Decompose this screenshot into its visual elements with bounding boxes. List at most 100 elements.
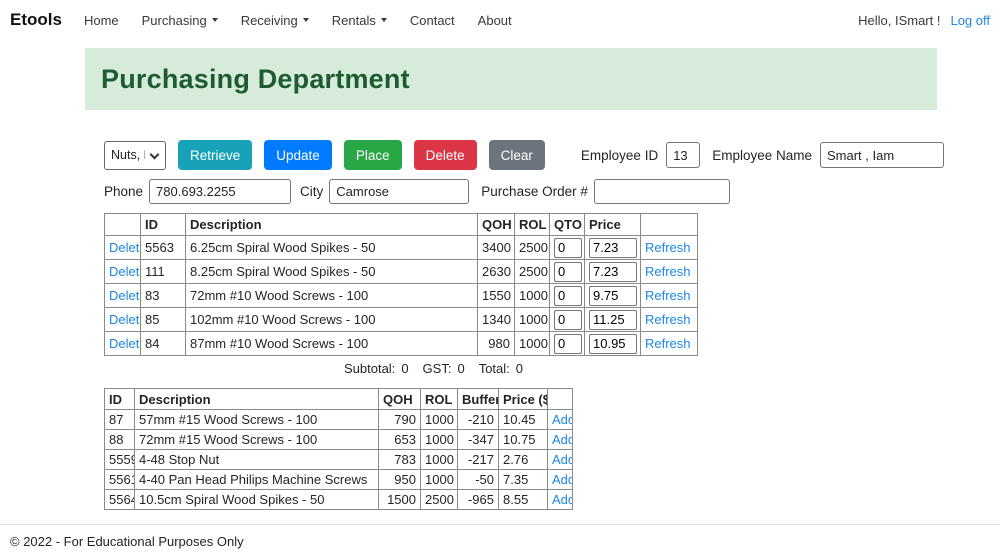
catalog-header-add — [547, 388, 573, 410]
cell-description: 4-40 Pan Head Philips Machine Screws — [134, 469, 379, 490]
row-add-link[interactable]: Add — [552, 492, 572, 507]
cell-id: 5563 — [140, 235, 186, 260]
nav-item-home[interactable]: Home — [84, 13, 119, 28]
catalog-header-price: Price ($) — [498, 388, 548, 410]
retrieve-button[interactable]: Retrieve — [178, 140, 253, 170]
row-refresh-link[interactable]: Refresh — [645, 264, 691, 279]
row-add-link[interactable]: Add — [552, 472, 572, 487]
cell-rol: 1000 — [420, 429, 458, 450]
cell-buffer: -210 — [457, 409, 499, 430]
cell-price: 10.45 — [498, 409, 548, 430]
city-field[interactable] — [329, 179, 470, 204]
delete-button[interactable]: Delete — [413, 140, 477, 170]
cell-description: 102mm #10 Wood Screws - 100 — [185, 307, 478, 332]
navbar: Etools Home Purchasing Receiving Rentals… — [0, 0, 1000, 40]
cell-description: 8.25cm Spiral Wood Spikes - 50 — [185, 259, 478, 284]
cell-rol: 1000 — [420, 469, 458, 490]
order-header-price: Price — [584, 213, 641, 236]
cell-rol: 1000 — [420, 409, 458, 430]
row-delete-link[interactable]: Delete — [109, 240, 140, 255]
cell-id: 5559 — [104, 449, 135, 470]
order-summary: Subtotal: 0 GST: 0 Total: 0 — [104, 361, 697, 376]
nav-item-contact[interactable]: Contact — [410, 13, 455, 28]
phone-label: Phone — [104, 184, 144, 199]
update-button[interactable]: Update — [264, 140, 332, 170]
gst-value: 0 — [457, 361, 465, 376]
row-add-link[interactable]: Add — [552, 432, 572, 447]
catalog-table: ID Description QOH ROL Buffer Price ($) … — [104, 388, 573, 510]
clear-button[interactable]: Clear — [488, 140, 545, 170]
price-field[interactable] — [589, 285, 637, 306]
row-delete-link[interactable]: Delete — [109, 336, 140, 351]
qto-field[interactable] — [554, 237, 582, 258]
order-header-description: Description — [185, 213, 478, 236]
cell-qoh: 790 — [378, 409, 421, 430]
nav-item-about[interactable]: About — [478, 13, 512, 28]
row-refresh-link[interactable]: Refresh — [645, 240, 691, 255]
row-refresh-link[interactable]: Refresh — [645, 312, 691, 327]
nav-item-label: Home — [83, 12, 119, 28]
nav-item-rentals[interactable]: Rentals — [332, 13, 387, 28]
brand-logo[interactable]: Etools — [10, 10, 62, 29]
cell-description: 4-48 Stop Nut — [134, 449, 379, 470]
order-header-id: ID — [140, 213, 186, 236]
order-header-action — [104, 213, 141, 236]
row-delete-link[interactable]: Delete — [109, 312, 140, 327]
catalog-header-rol: ROL — [420, 388, 458, 410]
row-delete-link[interactable]: Delete — [109, 288, 140, 303]
purchase-order-field[interactable] — [593, 179, 730, 204]
row-refresh-link[interactable]: Refresh — [645, 288, 691, 303]
qto-field[interactable] — [554, 333, 582, 354]
cell-buffer: -217 — [457, 449, 499, 470]
footer-text: © 2022 - For Educational Purposes Only — [10, 534, 244, 549]
cell-id: 83 — [140, 283, 186, 308]
nav-item-label: Receiving — [240, 12, 298, 28]
chevron-down-icon — [211, 18, 218, 22]
cell-description: 57mm #15 Wood Screws - 100 — [134, 409, 379, 430]
cell-price: 7.35 — [498, 469, 548, 490]
nav-item-label: About — [477, 12, 512, 28]
cell-price: 8.55 — [498, 489, 548, 510]
nav-item-purchasing[interactable]: Purchasing — [142, 13, 218, 28]
row-refresh-link[interactable]: Refresh — [645, 336, 691, 351]
row-add-link[interactable]: Add — [552, 412, 572, 427]
qto-field[interactable] — [554, 261, 582, 282]
category-select-wrap: Nuts, Bolts and Fastseners — [104, 140, 166, 170]
page-footer: © 2022 - For Educational Purposes Only — [0, 524, 1000, 556]
gst-label: GST: — [422, 361, 452, 376]
row-add-link[interactable]: Add — [552, 452, 572, 467]
controls-row-2: Phone City Purchase Order # — [104, 179, 944, 204]
employee-id-label: Employee ID — [580, 147, 659, 163]
cell-qoh: 1340 — [477, 307, 515, 332]
cell-rol: 2500 — [420, 489, 458, 510]
qto-field[interactable] — [554, 285, 582, 306]
qto-field[interactable] — [554, 309, 582, 330]
catalog-header-qoh: QOH — [378, 388, 421, 410]
employee-id-field[interactable] — [666, 142, 701, 168]
nav-item-receiving[interactable]: Receiving — [241, 13, 309, 28]
subtotal-label: Subtotal: — [343, 361, 396, 376]
logoff-link[interactable]: Log off — [950, 12, 990, 28]
price-field[interactable] — [589, 333, 637, 354]
employee-name-field[interactable] — [820, 142, 944, 168]
row-delete-link[interactable]: Delete — [109, 264, 140, 279]
catalog-header-buffer: Buffer — [457, 388, 499, 410]
category-select[interactable]: Nuts, Bolts and Fastseners — [104, 140, 166, 170]
cell-qoh: 2630 — [477, 259, 515, 284]
total-value: 0 — [515, 361, 523, 376]
phone-field[interactable] — [149, 179, 292, 204]
order-header-qto: QTO — [549, 213, 585, 236]
place-button[interactable]: Place — [343, 140, 402, 170]
navbar-right: Hello, ISmart ! Log off — [858, 13, 990, 28]
price-field[interactable] — [589, 309, 637, 330]
price-field[interactable] — [589, 261, 637, 282]
price-field[interactable] — [589, 237, 637, 258]
table-row: Delete 84 87mm #10 Wood Screws - 100 980… — [104, 331, 698, 356]
catalog-header-id: ID — [104, 388, 135, 410]
cell-rol: 1000 — [420, 449, 458, 470]
catalog-table-header-row: ID Description QOH ROL Buffer Price ($) — [104, 388, 573, 410]
chevron-down-icon — [302, 18, 309, 22]
